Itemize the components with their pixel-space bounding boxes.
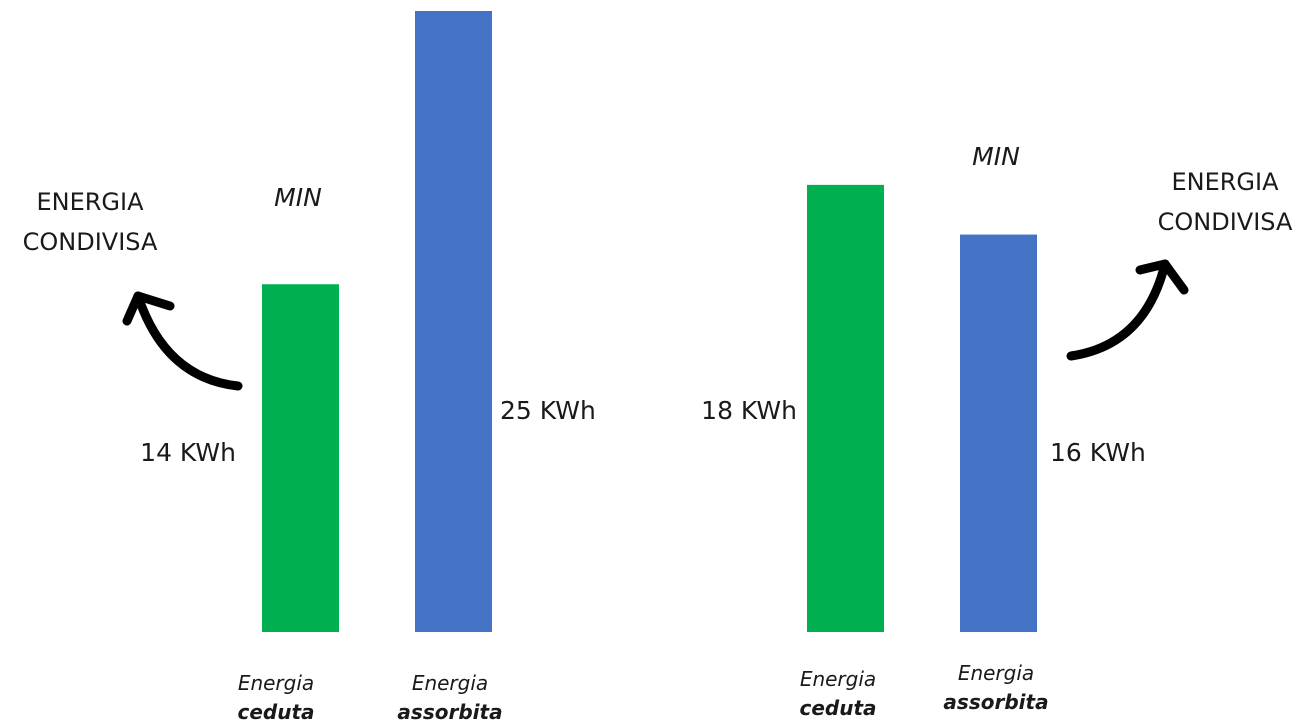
left-curved-arrow-icon	[133, 291, 243, 391]
right-bar-energia-ceduta	[807, 184, 884, 632]
left-category-ceduta-line2: ceduta	[237, 700, 314, 723]
right-shared-label-line1: ENERGIA	[1171, 168, 1279, 196]
left-min-label: MIN	[274, 183, 322, 212]
left-shared-label-line2: CONDIVISA	[23, 228, 158, 256]
right-category-ceduta-line2: ceduta	[799, 696, 876, 720]
left-bar-energia-assorbita	[415, 11, 492, 632]
left-value-label-ceduta: 14 KWh	[140, 438, 236, 467]
right-curved-arrow-icon	[1066, 259, 1170, 361]
left-shared-label-line1: ENERGIA	[36, 188, 144, 216]
right-category-assorbita-line1: Energia	[958, 661, 1034, 685]
right-category-ceduta-line1: Energia	[800, 667, 876, 691]
left-arrowhead-icon	[122, 291, 175, 326]
right-shared-label-line2: CONDIVISA	[1158, 208, 1293, 236]
right-value-label-assorbita: 16 KWh	[1050, 438, 1146, 467]
left-value-label-assorbita: 25 KWh	[500, 396, 596, 425]
right-arrowhead-icon	[1135, 259, 1189, 295]
left-category-assorbita-line2: assorbita	[397, 700, 502, 723]
left-bar-energia-ceduta	[262, 284, 339, 632]
right-category-assorbita-line2: assorbita	[943, 690, 1048, 714]
right-panel: 18 KWh 16 KWh MIN ENERGIA CONDIVISA Ener…	[701, 142, 1293, 720]
right-bar-energia-assorbita	[960, 234, 1037, 632]
left-category-assorbita-line1: Energia	[412, 671, 488, 695]
left-category-ceduta-line1: Energia	[238, 671, 314, 695]
right-min-label: MIN	[972, 142, 1020, 171]
left-panel: 14 KWh 25 KWh MIN ENERGIA CONDIVISA Ener…	[23, 11, 596, 724]
right-value-label-ceduta: 18 KWh	[701, 396, 797, 425]
